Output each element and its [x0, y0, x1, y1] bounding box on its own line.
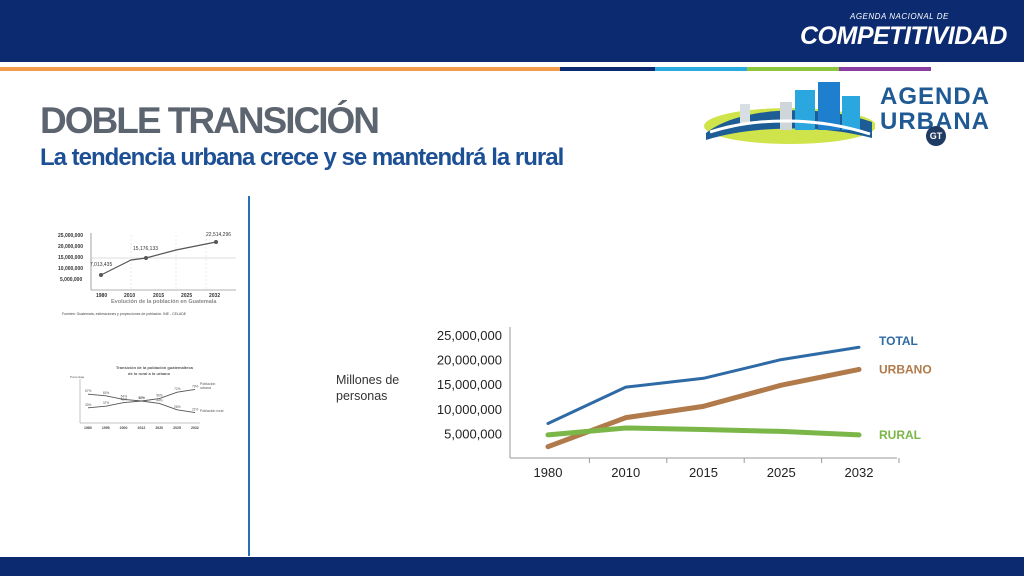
mini1-point-label: 7,013,435	[90, 262, 113, 268]
mini1-xtick: 2015	[153, 293, 165, 299]
y-tick-label: 15,000,000	[437, 377, 502, 392]
mini-chart-transition-svg: 33% 37%46% 50%56%72%79%67% 63%54% 50%44%28%2…	[79, 379, 200, 424]
x-tick-label: 1980	[534, 465, 563, 480]
mini2-data-label: 44%	[156, 398, 163, 402]
mini2-xtick: 1980	[84, 426, 92, 430]
mini2-data-label: 33%	[85, 403, 92, 407]
mini1-caption: Evolución de la población en Guatemala	[111, 299, 217, 305]
logo-line1: AGENDA	[880, 83, 991, 110]
legend-label-urbano: URBANO	[879, 362, 932, 376]
mini2-data-label: 28%	[174, 405, 181, 409]
accent-line-orange	[0, 67, 560, 71]
mini2-data-label: 50%	[139, 396, 146, 400]
accent-line-navy	[560, 67, 655, 71]
mini2-ylabel: Porcentaje	[70, 375, 85, 379]
series-line-urbano	[545, 366, 862, 450]
mini1-xtick: 2032	[209, 293, 221, 299]
page-subtitle: La tendencia urbana crece y se mantendrá…	[40, 144, 564, 171]
y-tick-label: 20,000,000	[437, 353, 502, 368]
mini2-data-label: 50%	[139, 396, 146, 400]
mini-chart-transition: Transición de la población guatemalteca …	[70, 365, 230, 437]
mini1-ytick: 15,000,000	[58, 255, 84, 261]
city-skyline-icon	[704, 82, 876, 144]
brand-title: COMPETITIVIDAD	[800, 22, 1007, 50]
x-tick-label: 2025	[767, 465, 796, 480]
mini2-xtick: 2025	[173, 426, 181, 430]
y-tick-label: 25,000,000	[437, 328, 502, 343]
y-tick-label: 10,000,000	[437, 402, 502, 417]
page-title: DOBLE TRANSICIÓN	[40, 100, 380, 141]
mini2-xtick: 2032	[191, 426, 199, 430]
footer-bar	[0, 557, 1024, 576]
mini2-data-label: 56%	[156, 394, 163, 398]
mini2-series-label: Población urbana	[200, 382, 216, 390]
accent-line-purple	[839, 67, 931, 71]
mini1-ytick: 25,000,000	[58, 233, 84, 239]
x-tick-label: 2032	[845, 465, 874, 480]
mini1-xtick: 2010	[124, 293, 136, 299]
mini2-rural-line	[87, 393, 196, 414]
y-tick-label: 5,000,000	[444, 426, 502, 441]
logo-badge: GT	[926, 126, 946, 146]
brand-subtitle: AGENDA NACIONAL DE	[850, 12, 949, 21]
mini2-xtick: 2020	[155, 426, 164, 430]
series-line-total	[546, 345, 861, 425]
accent-line-cyan	[655, 67, 747, 71]
main-chart: 25,000,000 20,000,000 15,000,000 10,000,000…	[330, 320, 950, 490]
main-chart-ylabel: Millones de personas	[336, 373, 400, 403]
mini2-data-label: 67%	[85, 389, 92, 393]
header-bar	[0, 0, 1024, 62]
mini1-ytick: 20,000,000	[58, 244, 84, 250]
mini2-data-label: 54%	[121, 394, 128, 398]
series-line-rural	[545, 425, 862, 438]
mini2-data-label: 79%	[192, 384, 199, 388]
mini2-series-label: Población rural	[200, 409, 224, 413]
mini-chart-population: 25,000,000 20,000,000 15,000,000 10,000,…	[56, 225, 241, 325]
mini1-ytick: 5,000,000	[60, 277, 83, 283]
mini2-data-label: 72%	[174, 387, 181, 391]
agenda-urbana-logo: AGENDA URBANA GT	[700, 78, 1010, 150]
accent-line-green	[747, 67, 839, 71]
mini2-title: de lo rural a lo urbano	[128, 371, 171, 376]
mini1-source: Fuentes: Guatemala, estimaciones y proye…	[62, 312, 187, 316]
mini2-data-label: 63%	[103, 391, 110, 395]
mini2-xtick: 2000	[119, 426, 128, 430]
mini2-title: Transición de la población guatemalteca	[116, 365, 193, 370]
mini2-xtick: 1995	[101, 426, 110, 430]
main-chart-svg: 25,000,000 20,000,000 15,000,000 10,000,000…	[437, 327, 932, 480]
mini2-xtick: 2012	[137, 426, 146, 430]
mini1-xtick: 2025	[181, 293, 193, 299]
mini-chart-population-svg	[90, 233, 236, 291]
mini1-ytick: 10,000,000	[58, 266, 84, 272]
vertical-divider	[248, 196, 250, 556]
x-tick-label: 2010	[611, 465, 640, 480]
mini1-xtick: 1980	[96, 293, 108, 299]
legend-label-rural: RURAL	[879, 428, 921, 442]
mini1-point-label: 22,514,296	[206, 232, 232, 238]
mini2-data-label: 21%	[192, 408, 199, 412]
competitividad-logo: AGENDA NACIONAL DE COMPETITIVIDAD	[800, 10, 1007, 52]
legend-label-total: TOTAL	[879, 334, 918, 348]
x-tick-label: 2015	[689, 465, 718, 480]
mini2-data-label: 37%	[103, 401, 110, 405]
mini1-point-label: 15,176,133	[133, 246, 159, 252]
